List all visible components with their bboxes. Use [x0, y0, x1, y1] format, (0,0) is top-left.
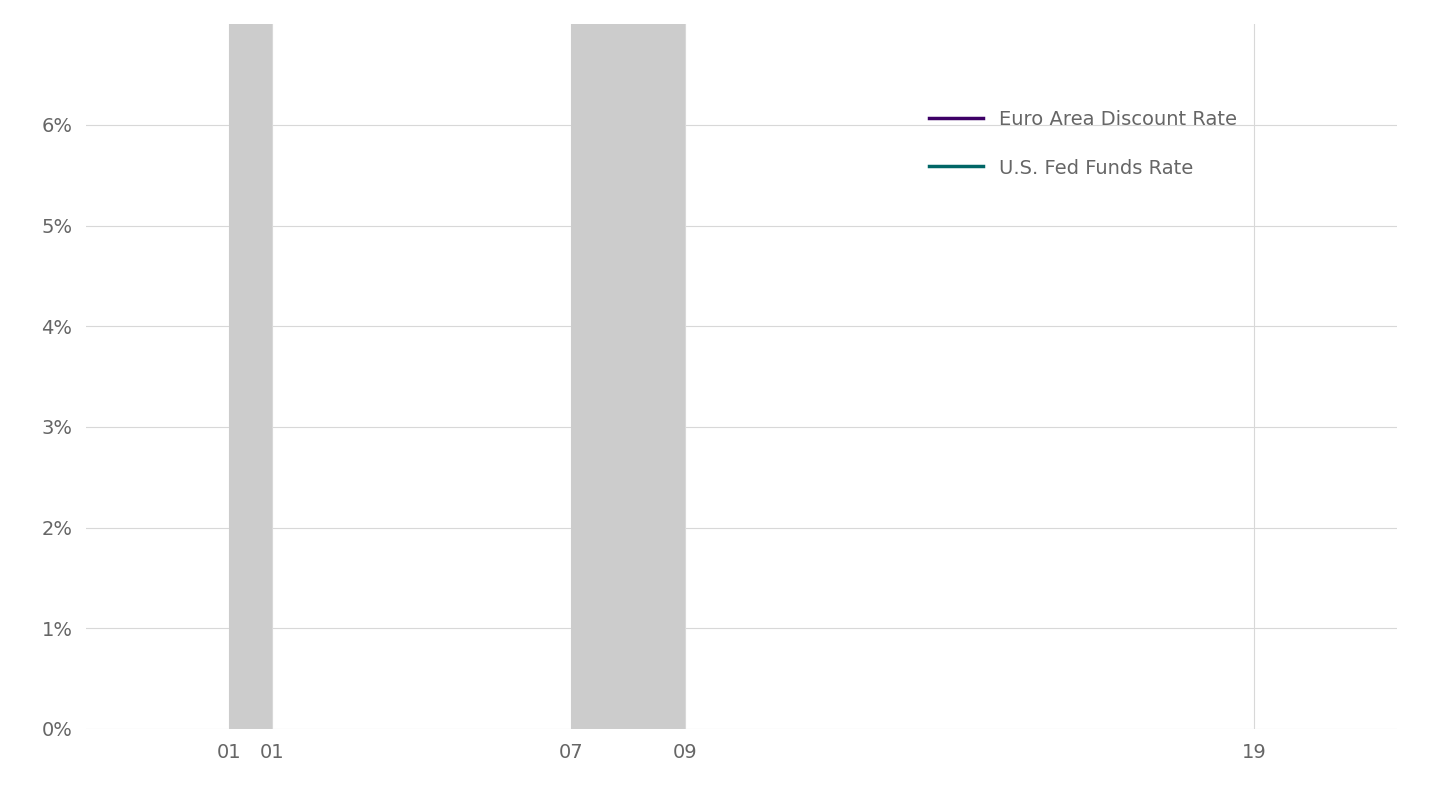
- Bar: [570, 24, 684, 729]
- Bar: [229, 24, 272, 729]
- Legend: Euro Area Discount Rate, U.S. Fed Funds Rate: Euro Area Discount Rate, U.S. Fed Funds …: [909, 91, 1256, 197]
